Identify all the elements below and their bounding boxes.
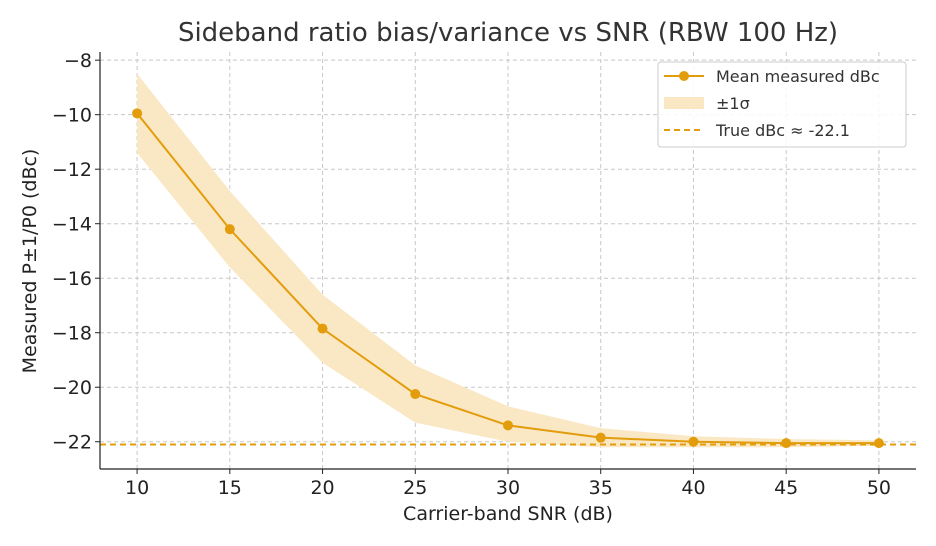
- y-tick-label: −18: [52, 323, 92, 345]
- chart-title: Sideband ratio bias/variance vs SNR (RBW…: [178, 18, 838, 48]
- x-ticks: 10 15 20 25 30 35 40 45 50: [125, 469, 891, 499]
- mean-point: [688, 436, 699, 447]
- legend-label-mean: Mean measured dBc: [716, 67, 880, 86]
- x-tick-label: 25: [403, 477, 427, 499]
- y-tick-label: −22: [52, 432, 92, 454]
- y-tick-label: −16: [52, 268, 92, 290]
- legend-label-true: True dBc ≈ -22.1: [715, 121, 850, 140]
- x-tick-label: 50: [867, 477, 891, 499]
- legend-marker-swatch: [679, 71, 689, 81]
- x-tick-label: 10: [125, 477, 149, 499]
- mean-point: [503, 420, 513, 431]
- y-tick-label: −10: [52, 105, 92, 127]
- mean-series: [132, 108, 884, 449]
- mean-point: [873, 438, 884, 449]
- y-axis-label: Measured P±1/P0 (dBc): [19, 149, 41, 374]
- legend-label-sigma: ±1σ: [716, 94, 750, 113]
- legend: Mean measured dBc ±1σ True dBc ≈ -22.1: [657, 61, 907, 148]
- mean-point: [781, 438, 792, 449]
- y-ticks: −22 −20 −18 −16 −14 −12 −10 −8: [52, 50, 100, 454]
- y-tick-label: −8: [64, 50, 92, 72]
- x-tick-label: 30: [496, 477, 520, 499]
- mean-point: [132, 108, 143, 119]
- sigma-band-area: [137, 73, 879, 448]
- y-tick-label: −14: [52, 214, 92, 236]
- legend-entry-mean: Mean measured dBc: [664, 67, 880, 86]
- sigma-band: [137, 73, 879, 448]
- legend-entry-true: True dBc ≈ -22.1: [664, 121, 850, 140]
- legend-entry-sigma: ±1σ: [664, 94, 750, 113]
- x-axis-label: Carrier-band SNR (dB): [403, 503, 613, 525]
- mean-point: [224, 224, 235, 235]
- x-tick-label: 35: [589, 477, 613, 499]
- legend-band-swatch: [664, 97, 704, 109]
- x-tick-label: 15: [218, 477, 242, 499]
- mean-point: [410, 389, 421, 400]
- mean-point: [595, 432, 606, 443]
- y-tick-label: −20: [52, 377, 92, 399]
- mean-point: [317, 323, 328, 334]
- legend-frame: [657, 61, 907, 148]
- x-tick-label: 45: [774, 477, 798, 499]
- y-tick-label: −12: [52, 159, 92, 181]
- x-tick-label: 20: [310, 477, 334, 499]
- x-tick-label: 40: [681, 477, 705, 499]
